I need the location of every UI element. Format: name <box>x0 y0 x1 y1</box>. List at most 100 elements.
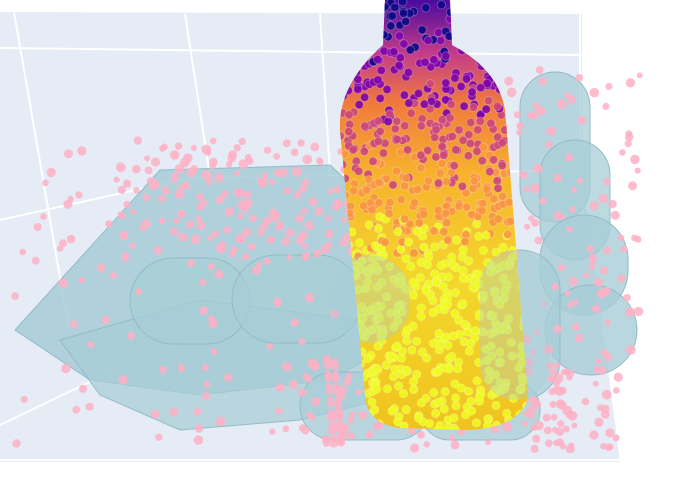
hand-point <box>282 361 292 372</box>
bottle-point <box>369 0 379 6</box>
hand-point <box>572 299 579 306</box>
hand-point <box>566 226 573 233</box>
bottle-point <box>365 2 375 12</box>
bottle-point <box>506 216 516 227</box>
bottle-point <box>393 226 403 237</box>
bottle-point <box>436 260 446 271</box>
hand-point <box>543 344 553 355</box>
hand-point <box>133 187 140 194</box>
bottle-point <box>442 217 452 228</box>
hand-point <box>617 274 626 283</box>
hand-point <box>557 264 566 272</box>
bottle-point <box>493 183 503 194</box>
bottle-point <box>466 338 476 349</box>
bottle-point <box>450 393 461 403</box>
hand-point <box>301 178 310 186</box>
bottle-point <box>393 417 403 427</box>
bottle-point <box>474 279 484 289</box>
hand-point <box>516 122 524 130</box>
hand-point <box>572 322 581 332</box>
bottle-point <box>498 242 508 253</box>
hand-point <box>593 277 604 287</box>
bottle-point <box>495 347 505 357</box>
bottle-point <box>465 138 476 149</box>
bottle-point <box>490 385 500 395</box>
bottle-point <box>386 351 397 361</box>
bottle-point <box>385 197 395 208</box>
hand-point <box>560 213 567 220</box>
bottle-point <box>454 125 464 135</box>
bottle-point <box>473 269 483 279</box>
hand-point <box>135 288 143 296</box>
bottle-point <box>354 238 365 248</box>
hand-point <box>150 157 161 167</box>
hand-point <box>552 173 563 183</box>
hand-point <box>215 416 226 427</box>
hand-point <box>450 440 460 450</box>
hand-point <box>566 301 574 309</box>
hand-point <box>339 237 350 247</box>
bottle-point <box>358 313 368 323</box>
bottle-point <box>420 57 430 67</box>
hand-point <box>589 430 599 440</box>
hand-point <box>553 324 562 334</box>
bottle-point <box>381 292 392 302</box>
bottle-point <box>344 126 354 137</box>
hand-point <box>109 271 117 280</box>
hand-point <box>571 422 578 429</box>
bottle-point <box>364 220 374 230</box>
hand-point <box>577 115 587 125</box>
hand-point <box>194 424 204 433</box>
bottle-point <box>413 413 424 423</box>
hand-point <box>61 363 71 374</box>
bottle-point <box>468 102 479 113</box>
hand-point <box>324 362 331 370</box>
bottle-point <box>499 293 509 303</box>
hand-point <box>219 243 226 250</box>
bottle-point <box>454 201 464 211</box>
hand-point <box>175 190 184 199</box>
bottle-point <box>393 381 404 391</box>
bottle-point <box>447 259 458 270</box>
hand-point <box>304 220 314 231</box>
bottle-point <box>433 205 444 215</box>
hand-point <box>538 77 547 86</box>
bottle-point <box>421 393 431 403</box>
bottle-point <box>395 53 406 63</box>
hand-point <box>286 254 293 261</box>
bottle-point <box>495 0 506 7</box>
bottle-point <box>484 366 494 376</box>
hand-point <box>343 377 352 386</box>
hand-point <box>222 225 231 234</box>
bottle-point <box>479 290 489 301</box>
hand-point <box>304 292 315 303</box>
hand-point <box>199 306 209 316</box>
bottle-point <box>453 364 463 374</box>
hand-point <box>209 157 218 167</box>
bottle-point <box>451 145 461 155</box>
bottle-point <box>397 307 407 317</box>
hand-point <box>534 420 544 431</box>
bottle-point <box>478 245 489 256</box>
bottle-point <box>399 39 409 49</box>
hand-point <box>314 207 324 216</box>
hand-point <box>547 375 555 383</box>
bottle-point <box>464 346 474 356</box>
bottle-point <box>376 65 386 76</box>
hand-point <box>66 234 76 244</box>
hand-point <box>78 384 88 393</box>
bottle-point <box>457 181 468 192</box>
hand-point <box>298 388 307 397</box>
hand-point <box>310 361 320 371</box>
bottle-point <box>405 45 415 55</box>
hand-point <box>204 149 212 157</box>
bottle-point <box>414 218 425 228</box>
hand-point <box>333 199 343 210</box>
bottle-point <box>449 161 459 171</box>
hand-point <box>85 402 94 411</box>
hand-point <box>31 256 40 265</box>
hand-point <box>115 162 126 173</box>
hand-point <box>225 161 233 168</box>
hand-point <box>521 420 528 427</box>
